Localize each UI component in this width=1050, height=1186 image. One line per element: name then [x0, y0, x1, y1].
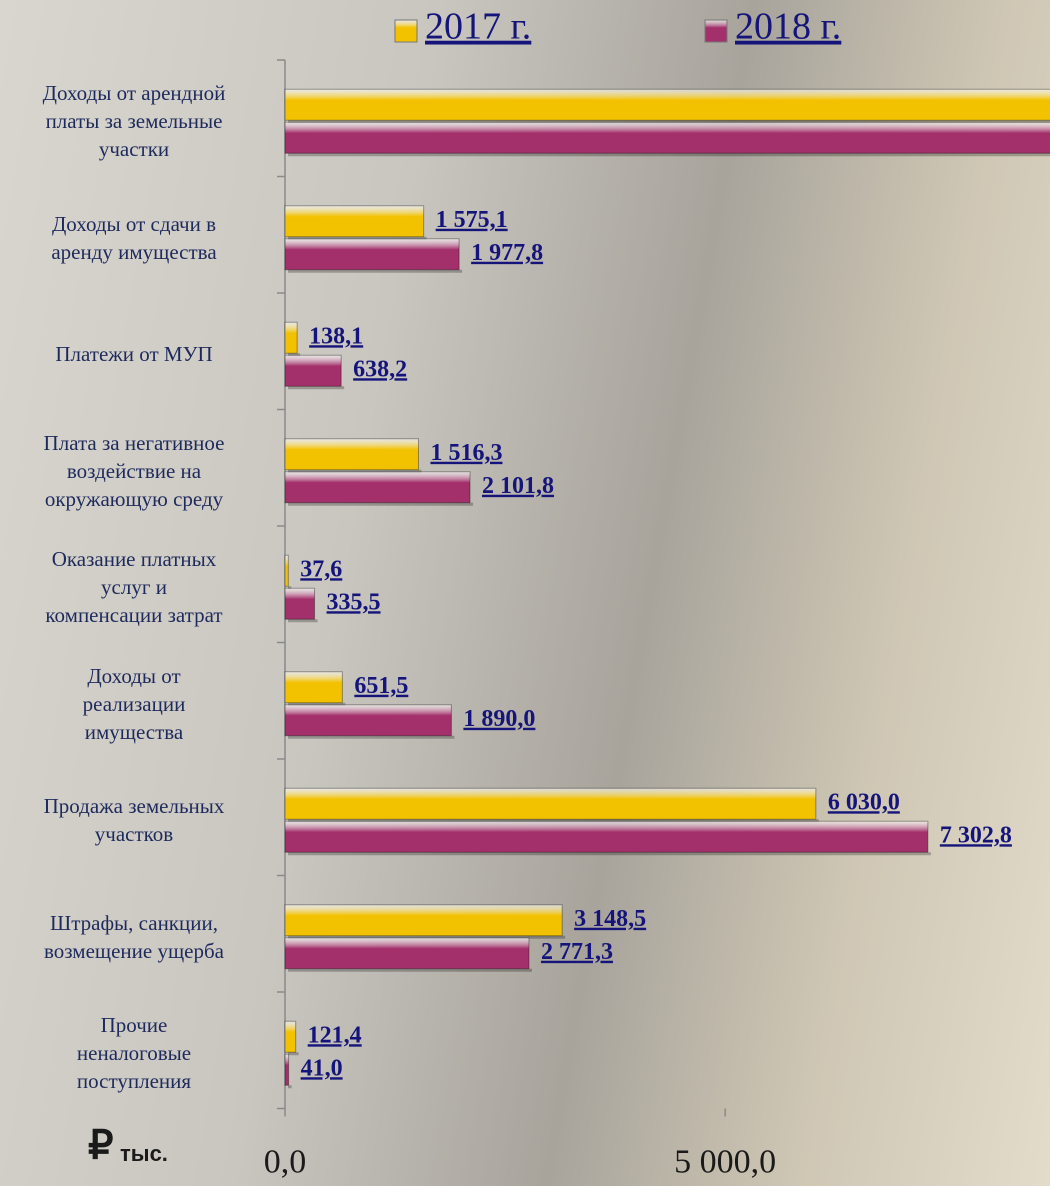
bar-shadow [288, 619, 318, 623]
bar [284, 238, 460, 271]
value-label: 651,5 [354, 673, 408, 699]
bar [284, 587, 316, 620]
category-label: Плата за негативное воздействие на окруж… [43, 430, 225, 511]
category-label: Прочие неналоговые поступления [76, 1013, 192, 1094]
bar [284, 937, 530, 970]
category-label: Доходы от реализации имущества [82, 663, 186, 744]
x-tick-label: 5 000,0 [674, 1143, 776, 1180]
category-label: Доходы от арендной платы за земельные уч… [42, 81, 226, 162]
category-label: Платежи от МУП [55, 342, 213, 367]
category-label: Оказание платных услуг и компенсации зат… [45, 547, 223, 628]
value-label: 1 977,8 [471, 240, 543, 266]
bar-shadow [288, 935, 566, 939]
x-tick-label: 0,0 [264, 1143, 307, 1180]
value-label: 7 302,8 [940, 822, 1012, 848]
bar [284, 471, 471, 504]
bar-shadow [288, 502, 474, 506]
value-label: 1 516,3 [430, 440, 502, 466]
bar-shadow [288, 586, 292, 590]
bar [284, 671, 343, 704]
bar [284, 820, 929, 853]
value-label: 121,4 [308, 1022, 362, 1048]
bar-shadow [288, 153, 1050, 157]
value-label: 41,0 [301, 1055, 343, 1081]
bar-shadow [288, 735, 455, 739]
category-label: Штрафы, санкции, возмещение ущерба [44, 910, 224, 963]
legend-swatch [704, 19, 728, 43]
category-label: Доходы от сдачи в аренду имущества [51, 211, 217, 264]
value-label: 638,2 [353, 356, 407, 382]
currency: ₽ [88, 1124, 113, 1168]
legend-label: 2018 г. [735, 6, 841, 48]
bar-shadow [288, 269, 463, 273]
legend-label: 2017 г. [425, 6, 531, 48]
bar [284, 787, 817, 820]
bar [284, 1053, 290, 1086]
bar [284, 121, 1050, 154]
value-label: 3 148,5 [574, 906, 646, 932]
value-label: 2 101,8 [482, 473, 554, 499]
value-label: 6 030,0 [828, 789, 900, 815]
value-label: 2 771,3 [541, 939, 613, 965]
value-label: 1 890,0 [463, 706, 535, 732]
bar-shadow [288, 1085, 292, 1089]
bar-shadow [288, 702, 346, 706]
bar [284, 88, 1050, 121]
bar [284, 704, 452, 737]
bar-shadow [288, 819, 819, 823]
bar-shadow [288, 353, 301, 357]
bar [284, 354, 342, 387]
bar [284, 1020, 297, 1053]
unit: тыс. [120, 1141, 168, 1166]
category-label: Продажа земельных участков [43, 794, 225, 847]
legend-swatch [394, 19, 418, 43]
bar [284, 321, 298, 354]
bar [284, 205, 425, 238]
bar [284, 438, 419, 471]
value-label: 138,1 [309, 323, 363, 349]
bar-shadow [288, 852, 931, 856]
value-label: 335,5 [327, 589, 381, 615]
value-label: 1 575,1 [436, 207, 508, 233]
bar [284, 904, 563, 937]
bar-shadow [288, 1052, 299, 1056]
bar-shadow [288, 469, 422, 473]
value-label: 37,6 [300, 556, 342, 582]
bar-shadow [288, 120, 1050, 124]
bar [284, 554, 289, 587]
bar-shadow [288, 968, 532, 972]
bar-shadow [288, 236, 427, 240]
bar-shadow [288, 386, 345, 390]
